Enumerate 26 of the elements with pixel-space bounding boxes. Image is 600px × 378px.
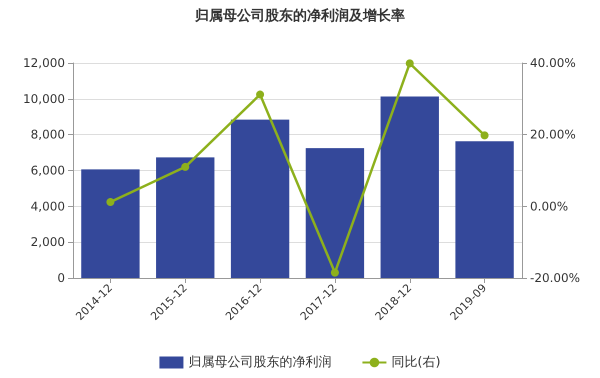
legend-label: 归属母公司股东的净利润 bbox=[188, 355, 332, 370]
bar bbox=[455, 141, 514, 278]
y-tick-label: 0 bbox=[57, 271, 65, 285]
legend-label: 同比(右) bbox=[391, 355, 441, 370]
point bbox=[106, 198, 114, 206]
y-tick-label: 2,000 bbox=[30, 235, 65, 250]
y-tick-label: 12,000 bbox=[23, 56, 65, 70]
y-tick-label: 10,000 bbox=[23, 92, 65, 106]
y2-tick-label: 0.00% bbox=[530, 199, 568, 214]
y2-tick-label: -20.00% bbox=[530, 271, 580, 285]
y2-tick-label: 40.00% bbox=[530, 56, 576, 70]
y-tick-label: 4,000 bbox=[30, 199, 65, 214]
point bbox=[256, 90, 264, 99]
bar bbox=[230, 120, 290, 278]
bar bbox=[306, 148, 364, 278]
point bbox=[406, 59, 414, 68]
point bbox=[330, 268, 339, 277]
chart-title: 归属母公司股东的净利润及增长率 bbox=[194, 7, 405, 24]
point bbox=[181, 162, 190, 171]
bar bbox=[156, 157, 214, 278]
bar bbox=[380, 96, 439, 278]
bar bbox=[81, 169, 140, 278]
y-tick-label: 6,000 bbox=[30, 164, 65, 178]
y2-tick-label: 20.00% bbox=[530, 128, 576, 142]
y-tick-label: 8,000 bbox=[30, 128, 65, 142]
point bbox=[480, 131, 489, 140]
